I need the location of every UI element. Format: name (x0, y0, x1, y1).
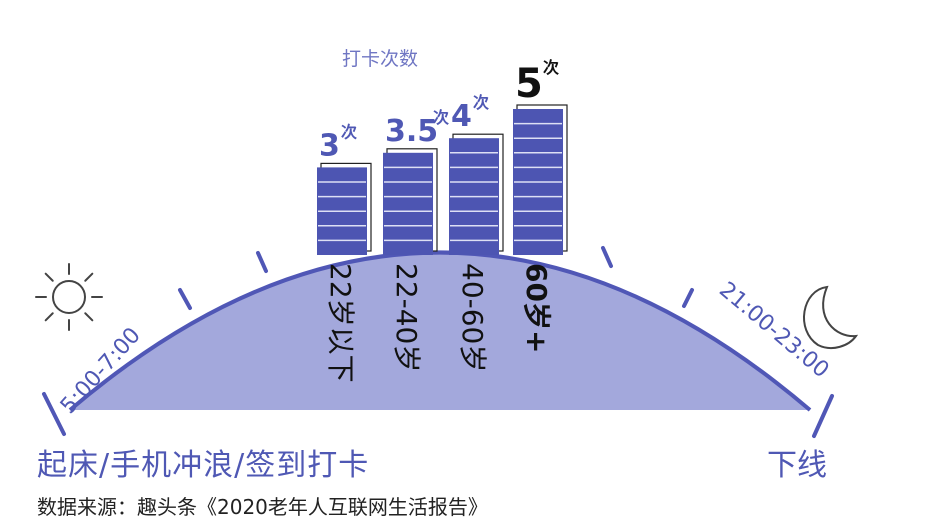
chart-title: 打卡次数 (341, 48, 418, 70)
bar-value-label: 5 (515, 61, 543, 107)
rim-tick (256, 251, 268, 273)
rim-tick (601, 246, 613, 268)
rim-tick (42, 392, 66, 436)
rim-tick (682, 288, 694, 308)
rim-tick (812, 394, 834, 438)
night-activity-label: 下线 (767, 448, 827, 483)
bar-group (513, 104, 568, 255)
bar-value-label: 4 (451, 99, 472, 134)
morning-activity-label: 起床/手机冲浪/签到打卡 (37, 448, 370, 483)
category-label: 60岁+ (520, 263, 553, 353)
hill-rim (68, 250, 812, 412)
bar-group (317, 162, 372, 255)
sun-ray (44, 312, 54, 322)
bar-value-label: 3 (319, 128, 340, 163)
bar-value-label: 3.5 (385, 114, 438, 149)
sun-ray (84, 312, 94, 322)
sun-icon (35, 263, 103, 331)
bar-unit-label: 次 (433, 108, 449, 127)
category-label: 22岁以下 (324, 263, 357, 383)
category-label: 22-40岁 (390, 263, 423, 372)
source-note: 数据来源：趣头条《2020老年人互联网生活报告》 (37, 495, 488, 519)
sun-ray (44, 272, 54, 282)
moon-icon (803, 285, 859, 349)
rim-tick (178, 288, 192, 310)
bar-unit-label: 次 (473, 93, 489, 112)
bar-unit-label: 次 (543, 58, 559, 77)
category-label: 40-60岁 (456, 263, 489, 372)
bar (383, 152, 433, 255)
bar-group (383, 148, 438, 255)
bar-group (449, 133, 504, 255)
sun-ray (84, 272, 94, 282)
bar-unit-label: 次 (341, 122, 357, 141)
